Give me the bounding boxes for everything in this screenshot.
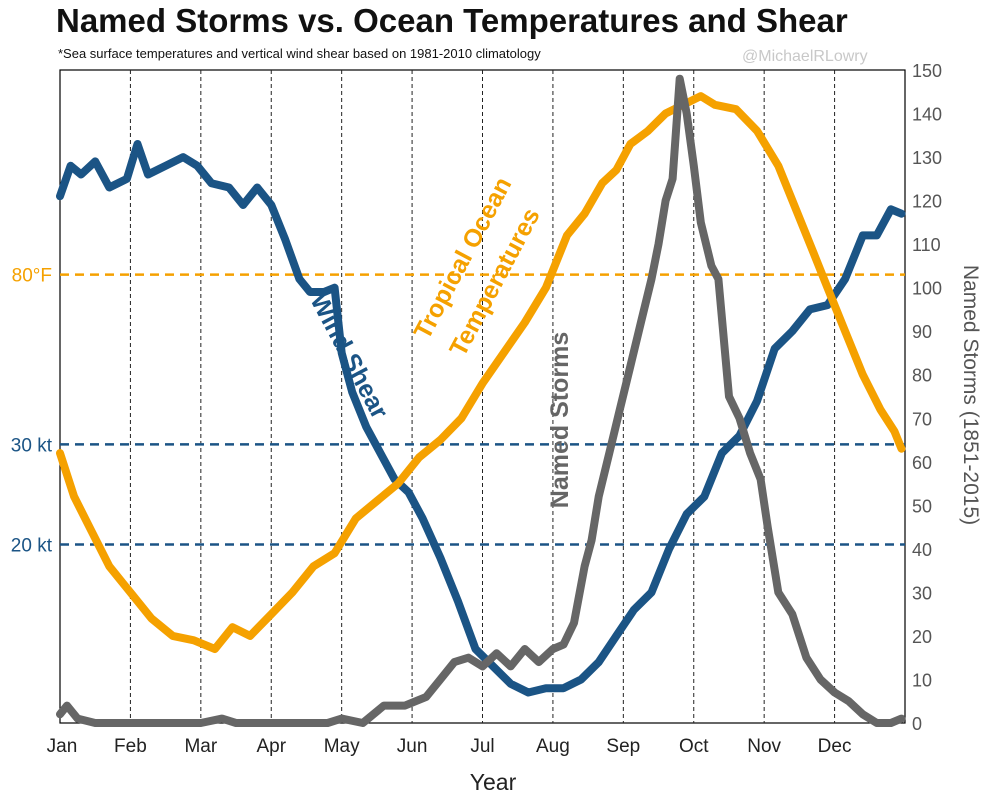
y-right-tick-label: 90 (912, 322, 932, 342)
reference-line-label: 80°F (12, 266, 52, 287)
reference-line-label: 30 kt (11, 435, 53, 456)
reference-line-label: 20 kt (11, 536, 53, 557)
y-right-tick-label: 0 (912, 714, 922, 734)
y-right-tick-label: 140 (912, 105, 942, 125)
y-right-tick-label: 50 (912, 496, 932, 516)
wind-shear-label: Wind Shear (304, 289, 393, 424)
x-tick-label: Jan (47, 736, 78, 757)
named-storms-label: Named Storms (546, 332, 574, 508)
series-line-named-storms (56, 74, 906, 727)
y-right-axis-label: Named Storms (1851-2015) (959, 265, 982, 525)
x-tick-label: Aug (536, 736, 570, 757)
y-right-tick-label: 30 (912, 583, 932, 603)
reference-lines (60, 273, 905, 546)
x-tick-label: Oct (679, 736, 709, 757)
y-right-tick-label: 10 (912, 670, 932, 690)
x-tick-label: Mar (184, 736, 217, 757)
y-right-tick-label: 60 (912, 453, 932, 473)
x-tick-label: Jun (397, 736, 428, 757)
chart-title: Named Storms vs. Ocean Temperatures and … (56, 2, 848, 39)
x-tick-label: Apr (256, 736, 286, 757)
series-line-tropical-ocean-temperatures (56, 92, 906, 653)
y-right-tick-label: 40 (912, 540, 932, 560)
y-right-tick-label: 100 (912, 279, 942, 299)
x-tick-labels: Jan Feb Mar Apr May Jun Jul Aug Sep Oct Nov Dec (47, 736, 852, 757)
chart-subtitle: *Sea surface temperatures and vertical w… (58, 46, 541, 61)
series-layer (56, 74, 906, 727)
y-right-tick-label: 130 (912, 148, 942, 168)
y-right-tick-label: 120 (912, 192, 942, 212)
x-tick-label: May (324, 736, 360, 757)
x-tick-label: Jul (470, 736, 494, 757)
x-tick-label: Dec (818, 736, 852, 757)
y-right-tick-label: 110 (912, 235, 941, 255)
series-line-wind-shear (56, 140, 906, 697)
y-right-tick-label: 70 (912, 409, 932, 429)
y-right-tick-label: 150 (912, 61, 942, 81)
x-axis-label: Year (470, 769, 517, 795)
y-right-tick-label: 20 (912, 627, 932, 647)
y-right-tick-label: 80 (912, 366, 932, 386)
watermark: @MichaelRLowry (742, 48, 868, 65)
x-tick-label: Sep (606, 736, 640, 757)
x-tick-label: Feb (114, 736, 147, 757)
y-right-tick-labels: 0 10 20 30 40 50 60 70 80 90 100 110 120 130 140 150 (912, 61, 942, 734)
x-tick-label: Nov (747, 736, 781, 757)
reference-labels: 80°F 30 kt 20 kt (11, 266, 53, 557)
